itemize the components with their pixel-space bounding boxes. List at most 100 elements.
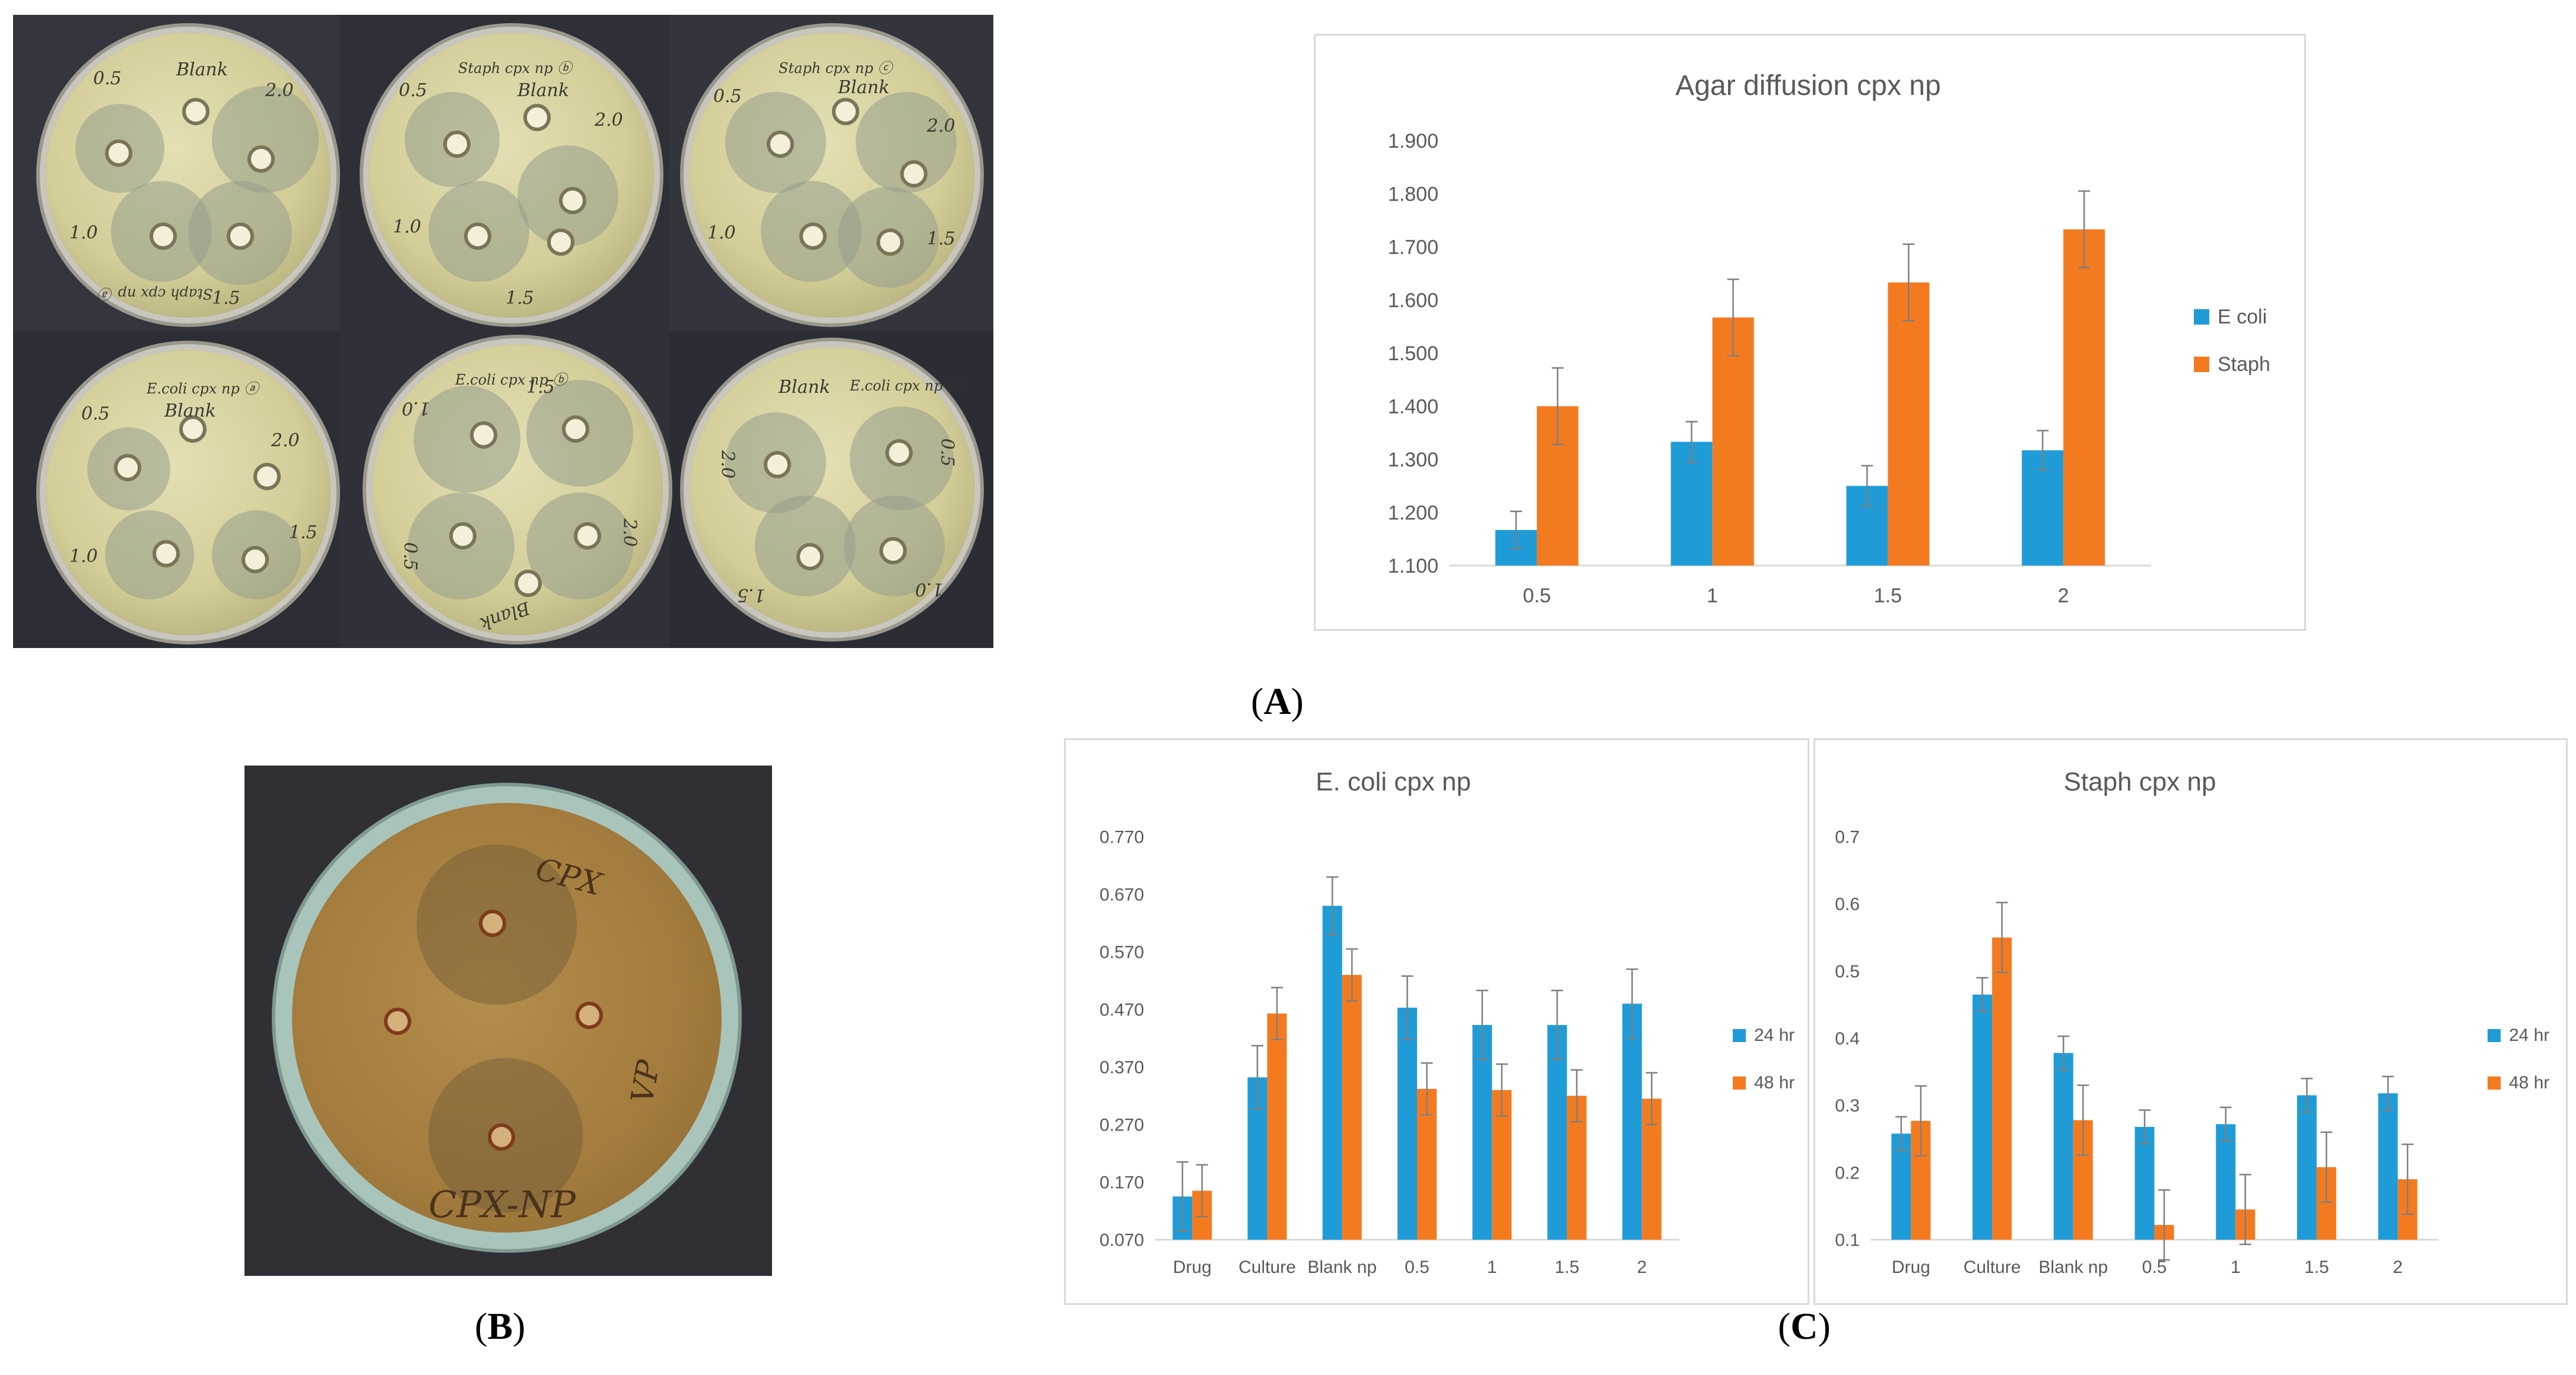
x-tick-label: Blank np — [1307, 1257, 1377, 1277]
plate-mark: Blank — [176, 59, 228, 80]
bar-series-1 — [1973, 994, 1993, 1240]
legend-swatch — [1733, 1029, 1746, 1042]
plate-mark: 1.0 — [69, 223, 98, 243]
plate-mark: 1.5 — [526, 377, 555, 398]
bar-series-1 — [1622, 1004, 1642, 1240]
plate-mark: 0.5 — [713, 86, 742, 107]
plate-mark: 2.0 — [619, 518, 640, 547]
legend-label: 48 hr — [2509, 1073, 2549, 1093]
y-tick-label: 1.600 — [1388, 289, 1438, 312]
legend-label: 24 hr — [1754, 1025, 1794, 1045]
plate-mark: E.coli cpx np ⓑ — [455, 371, 567, 388]
panel-label-a: (A) — [1251, 680, 1304, 722]
y-tick-label: 0.170 — [1100, 1173, 1144, 1193]
x-tick-label: Culture — [1238, 1257, 1296, 1277]
plate-mark: 1.0 — [393, 217, 421, 237]
agar-plate: 0.5 Staph cpx np ⓑ Blank 2.0 1.0 1.5 — [369, 33, 654, 317]
agar-medium: CPX VP CPX-NP — [292, 803, 722, 1233]
plate-mark: 2.0 — [927, 116, 955, 136]
x-tick-label: 1.5 — [1555, 1257, 1580, 1277]
agar-plate: 0.5 Blank 2.0 1.0 1.5 Staph cpx np ⓐ — [46, 33, 331, 317]
y-tick-label: 0.1 — [1835, 1231, 1860, 1250]
plate-mark: 0.5 — [399, 80, 427, 101]
x-tick-label: Culture — [1964, 1257, 2021, 1277]
glass-dish: CPX VP CPX-NP — [275, 786, 738, 1249]
staph-chart: Staph cpx np 0.1 0.2 0.3 0.4 0.5 0.6 0.7 Drug Cul… — [1813, 738, 2568, 1305]
bar-series-1 — [2053, 1053, 2073, 1240]
y-tick-label: 0.770 — [1100, 828, 1144, 847]
y-tick-label: 0.3 — [1835, 1096, 1860, 1116]
x-tick-label: Drug — [1892, 1257, 1930, 1277]
y-tick-label: 1.400 — [1388, 395, 1438, 418]
y-tick-label: 0.570 — [1100, 943, 1144, 963]
y-tick-label: 0.470 — [1100, 1001, 1144, 1020]
y-tick-label: 1.800 — [1388, 183, 1438, 205]
x-tick-label: 1 — [2231, 1257, 2241, 1277]
legend-swatch — [2194, 309, 2209, 325]
plate-mark: 1.0 — [707, 223, 736, 243]
plate-mark: Blank — [164, 401, 217, 421]
bar-series-1 — [1397, 1008, 1417, 1240]
plate-mark: CPX-NP — [428, 1183, 576, 1226]
bar-series-2 — [1992, 937, 2012, 1240]
y-tick-label: 1.900 — [1388, 130, 1438, 153]
plate-mark: 2.0 — [717, 450, 738, 479]
plate-mark: Blank — [779, 377, 831, 398]
bar-series-2 — [1888, 282, 1930, 566]
bar-series-2 — [1712, 317, 1754, 566]
bar-series-1 — [1322, 906, 1342, 1240]
plate-mark: 1.5 — [927, 228, 955, 249]
y-tick-label: 0.7 — [1835, 828, 1860, 847]
plate-mark: 1.5 — [289, 522, 317, 543]
y-tick-label: 0.670 — [1100, 885, 1144, 905]
y-tick-label: 0.2 — [1835, 1163, 1860, 1183]
plate-mark: E.coli cpx np ⓐ — [147, 380, 259, 397]
y-tick-label: 0.6 — [1835, 895, 1860, 914]
ecoli-chart-svg: E. coli cpx np 0.070 0.170 0.270 0.370 0.470 0… — [1100, 767, 1794, 1277]
y-tick-label: 1.500 — [1388, 342, 1438, 365]
y-tick-label: 0.4 — [1835, 1029, 1860, 1049]
plate-mark: 1.0 — [69, 546, 98, 567]
plate-mark: Staph cpx np ⓒ — [779, 60, 892, 77]
x-tick-label: 0.5 — [1523, 585, 1551, 607]
y-tick-label: 0.5 — [1835, 962, 1860, 982]
legend-swatch — [2194, 357, 2209, 372]
x-tick-label: 1.5 — [1874, 585, 1902, 607]
x-tick-label: 1 — [1487, 1257, 1497, 1277]
plate-mark: 1.5 — [212, 288, 240, 309]
panel-label-b: (B) — [475, 1305, 526, 1347]
y-tick-label: 1.700 — [1388, 236, 1438, 259]
plate-mark: 1.0 — [402, 398, 430, 418]
plate-mark: VP — [624, 1058, 668, 1106]
plate-mark: 1.5 — [506, 288, 534, 309]
x-tick-label: 1 — [1707, 585, 1718, 607]
plate-mark: 0.5 — [81, 404, 110, 424]
legend-swatch — [1733, 1076, 1746, 1090]
y-tick-label: 1.300 — [1388, 449, 1438, 471]
plate-mark: 2.0 — [265, 80, 294, 101]
agar-diffusion-chart-svg: Agar diffusion cpx np 1.100 1.200 1.300 1.40… — [1388, 70, 2270, 607]
plate-mark: Staph cpx np ⓑ — [458, 60, 572, 77]
legend-swatch — [2488, 1076, 2501, 1090]
plate-mark: Blank — [477, 597, 533, 634]
bar-series-2 — [2063, 229, 2105, 566]
legend-label: E coli — [2218, 306, 2267, 328]
plate-mark: 0.5 — [399, 542, 421, 571]
x-tick-label: 2 — [2393, 1257, 2403, 1277]
plate-mark: 1.0 — [915, 579, 944, 599]
legend-label: 24 hr — [2509, 1025, 2549, 1045]
y-tick-label: 1.100 — [1388, 555, 1438, 577]
x-tick-label: Drug — [1173, 1257, 1212, 1277]
plate-mark: E.coli cpx np ⓒ — [850, 377, 962, 394]
bar-series-1 — [1547, 1025, 1567, 1240]
legend-label: Staph — [2218, 353, 2270, 376]
plate-mark: Blank — [838, 77, 890, 98]
plate-mark: 0.5 — [93, 68, 122, 89]
y-tick-label: 0.270 — [1100, 1116, 1144, 1135]
bar-series-1 — [2378, 1093, 2398, 1240]
legend-label: 48 hr — [1754, 1073, 1794, 1093]
agar-plate: Blank E.coli cpx np ⓒ 2.0 0.5 1.5 1.0 — [690, 347, 974, 632]
x-tick-label: Blank np — [2038, 1257, 2108, 1277]
panel-label-c: (C) — [1778, 1305, 1831, 1347]
x-tick-label: 2 — [2058, 585, 2069, 607]
